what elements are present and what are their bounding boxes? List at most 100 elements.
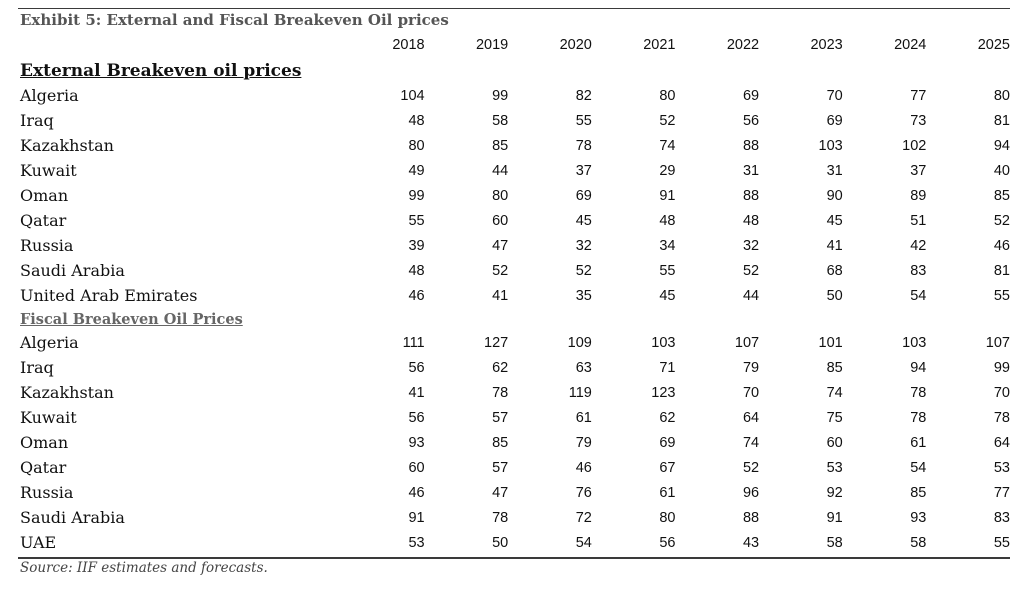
value-cell: 70 <box>993 384 1010 401</box>
value-cell: 78 <box>492 509 509 526</box>
value-cell: 85 <box>492 137 509 154</box>
value-cell: 78 <box>910 384 927 401</box>
year-header: 2021 <box>643 36 676 53</box>
year-header-row: 2018 2019 2020 2021 2022 2023 2024 2025 <box>18 31 1010 58</box>
value-cell: 78 <box>492 384 509 401</box>
value-cell: 54 <box>910 287 927 304</box>
country-label: United Arab Emirates <box>20 286 198 305</box>
value-cell: 85 <box>826 359 843 376</box>
value-cell: 48 <box>659 212 676 229</box>
value-cell: 46 <box>408 484 425 501</box>
value-cell: 32 <box>742 237 760 254</box>
value-cell: 69 <box>826 112 843 129</box>
value-cell: 107 <box>734 334 760 351</box>
value-cell: 69 <box>659 434 676 451</box>
value-cell: 34 <box>659 237 676 254</box>
value-cell: 46 <box>575 459 592 476</box>
value-cell: 99 <box>993 359 1010 376</box>
top-rule <box>18 8 1010 9</box>
value-cell: 76 <box>575 484 592 501</box>
value-cell: 81 <box>993 262 1010 279</box>
value-cell: 96 <box>742 484 760 501</box>
exhibit-title: Exhibit 5: External and Fiscal Breakeven… <box>20 11 449 29</box>
value-cell: 52 <box>742 262 760 279</box>
country-label: Russia <box>20 236 74 255</box>
value-cell: 73 <box>910 112 927 129</box>
country-label: Iraq <box>20 111 54 130</box>
value-cell: 46 <box>993 237 1010 254</box>
value-cell: 107 <box>985 334 1010 351</box>
value-cell: 68 <box>826 262 843 279</box>
table-body: 2018 2019 2020 2021 2022 2023 2024 2025 … <box>18 31 1010 555</box>
value-cell: 56 <box>408 409 425 426</box>
value-cell: 70 <box>742 384 760 401</box>
value-cell: 37 <box>910 162 927 179</box>
source-note: Source: IIF estimates and forecasts. <box>20 560 268 576</box>
value-cell: 85 <box>993 187 1010 204</box>
value-cell: 75 <box>826 409 843 426</box>
country-label: Saudi Arabia <box>20 508 125 527</box>
value-cell: 55 <box>993 287 1010 304</box>
table-row: Algeria 104 99 82 80 69 70 77 80 <box>18 83 1010 108</box>
table-row: Russia 39 47 32 34 32 41 42 46 <box>18 233 1010 258</box>
table-row: Algeria 111 127 109 103 107 101 103 107 <box>18 330 1010 355</box>
value-cell: 41 <box>826 237 843 254</box>
value-cell: 43 <box>742 534 760 551</box>
value-cell: 47 <box>492 484 509 501</box>
value-cell: 91 <box>659 187 676 204</box>
value-cell: 127 <box>484 334 509 351</box>
value-cell: 54 <box>910 459 927 476</box>
value-cell: 45 <box>575 212 592 229</box>
value-cell: 67 <box>659 459 676 476</box>
value-cell: 49 <box>408 162 425 179</box>
exhibit-table-block: Exhibit 5: External and Fiscal Breakeven… <box>18 8 1010 576</box>
value-cell: 32 <box>575 237 592 254</box>
value-cell: 51 <box>910 212 927 229</box>
value-cell: 72 <box>575 509 592 526</box>
country-label: UAE <box>20 533 57 552</box>
value-cell: 77 <box>910 87 927 104</box>
value-cell: 55 <box>575 112 592 129</box>
value-cell: 78 <box>910 409 927 426</box>
value-cell: 53 <box>826 459 843 476</box>
value-cell: 94 <box>993 137 1010 154</box>
value-cell: 53 <box>408 534 425 551</box>
value-cell: 80 <box>408 137 425 154</box>
value-cell: 58 <box>826 534 843 551</box>
value-cell: 74 <box>659 137 676 154</box>
value-cell: 55 <box>659 262 676 279</box>
value-cell: 64 <box>742 409 760 426</box>
value-cell: 88 <box>742 187 760 204</box>
value-cell: 29 <box>659 162 676 179</box>
value-cell: 31 <box>826 162 843 179</box>
value-cell: 52 <box>742 459 760 476</box>
year-header: 2022 <box>726 36 760 53</box>
value-cell: 119 <box>568 384 592 401</box>
value-cell: 50 <box>492 534 509 551</box>
value-cell: 48 <box>742 212 760 229</box>
table-row: United Arab Emirates 46 41 35 45 44 50 54 55 <box>18 283 1010 308</box>
value-cell: 77 <box>993 484 1010 501</box>
value-cell: 54 <box>575 534 592 551</box>
value-cell: 62 <box>492 359 509 376</box>
value-cell: 82 <box>575 87 592 104</box>
value-cell: 52 <box>575 262 592 279</box>
table-row: Qatar 60 57 46 67 52 53 54 53 <box>18 455 1010 480</box>
value-cell: 94 <box>910 359 927 376</box>
value-cell: 48 <box>408 112 425 129</box>
value-cell: 61 <box>575 409 592 426</box>
value-cell: 70 <box>826 87 843 104</box>
value-cell: 79 <box>575 434 592 451</box>
country-label: Qatar <box>20 211 67 230</box>
table-row: Kuwait 56 57 61 62 64 75 78 78 <box>18 405 1010 430</box>
value-cell: 47 <box>492 237 509 254</box>
value-cell: 63 <box>575 359 592 376</box>
value-cell: 83 <box>910 262 927 279</box>
value-cell: 48 <box>408 262 425 279</box>
year-header: 2019 <box>475 36 509 53</box>
value-cell: 88 <box>742 137 760 154</box>
value-cell: 52 <box>492 262 509 279</box>
value-cell: 74 <box>742 434 760 451</box>
value-cell: 58 <box>492 112 509 129</box>
value-cell: 90 <box>826 187 843 204</box>
